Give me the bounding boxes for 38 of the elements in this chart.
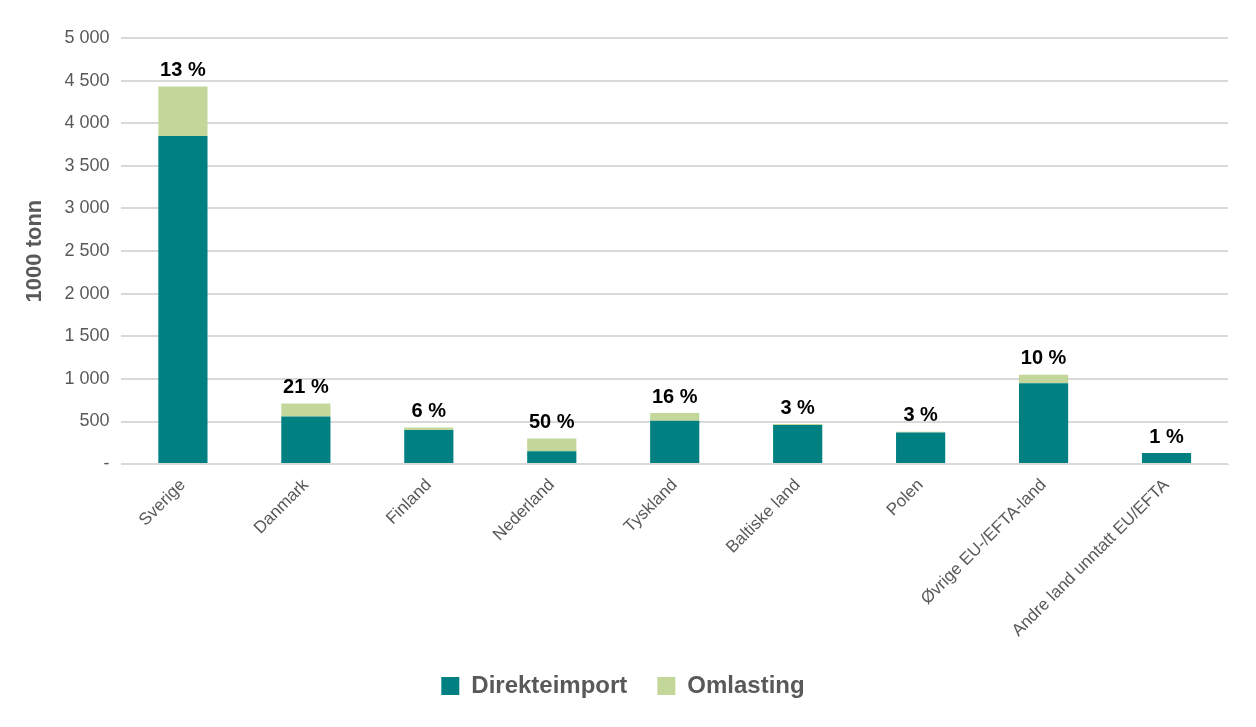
bar (527, 438, 577, 452)
y-tick-label: 1 500 (64, 325, 110, 346)
bar (896, 432, 946, 464)
annotation: 3 % (780, 395, 816, 418)
annotation: 16 % (651, 384, 698, 407)
annotation: 1 % (1149, 424, 1184, 447)
bar (404, 427, 454, 431)
y-tick-label: - (103, 453, 110, 474)
bar (281, 416, 331, 464)
bar (650, 412, 700, 421)
annotation: 13 % (160, 58, 206, 81)
annotation: 3 % (903, 403, 939, 426)
y-axis-title: 1000 tonn (21, 199, 47, 303)
y-tick-label: 2 500 (64, 240, 110, 261)
y-tick-label: 1 000 (64, 367, 110, 388)
bar (1141, 453, 1192, 464)
y-tick-label: 500 (79, 410, 110, 431)
bar (527, 451, 577, 464)
bar (158, 86, 208, 137)
annotation: 10 % (1020, 346, 1067, 369)
y-tick-label: 4 000 (64, 112, 110, 133)
annotation: 50 % (528, 410, 575, 433)
y-tick-label: 4 500 (64, 69, 110, 90)
bar (773, 424, 823, 464)
bar (1018, 374, 1069, 384)
y-tick-label: 3 500 (64, 154, 110, 175)
bar (281, 403, 331, 417)
bar (650, 420, 700, 464)
y-tick-label: 5 000 (64, 26, 110, 47)
legend-label: Omlasting (687, 670, 805, 698)
bar (404, 430, 454, 464)
y-tick-label: 3 000 (64, 197, 110, 218)
bar (158, 136, 208, 464)
annotation: 21 % (283, 375, 329, 398)
annotation: 6 % (411, 398, 447, 421)
bar (1018, 383, 1069, 464)
legend-label: Direkteimport (471, 670, 628, 698)
y-tick-label: 2 000 (64, 282, 110, 303)
